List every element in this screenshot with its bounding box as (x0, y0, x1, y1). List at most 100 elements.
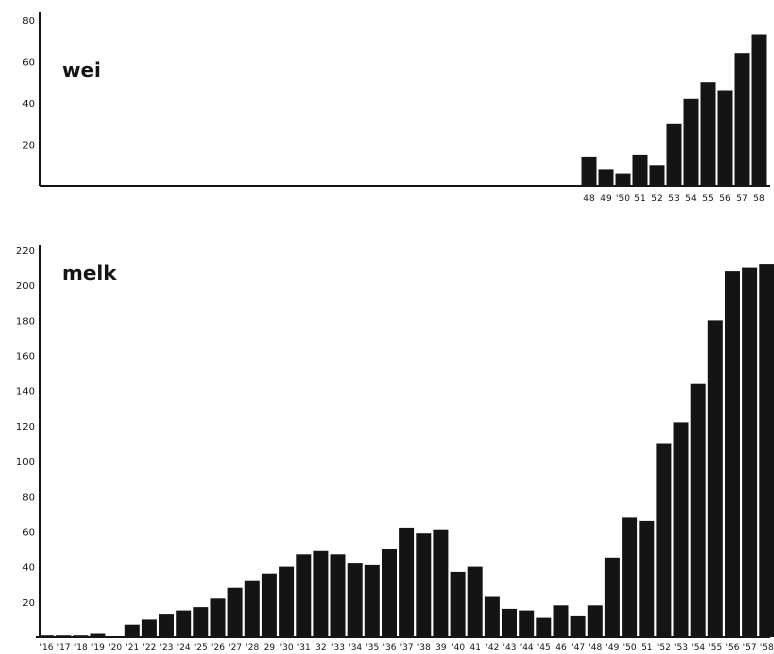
melk-y-tick-label: 180 (16, 316, 35, 327)
melk-bar (433, 529, 449, 637)
melk-bar (656, 443, 672, 637)
melk-bar (347, 563, 363, 637)
melk-bar (193, 607, 209, 637)
melk-x-tick-label: 51 (641, 643, 652, 653)
melk-bar (227, 587, 243, 637)
melk-bar (330, 554, 346, 637)
melk-y-tick-label: 160 (16, 352, 35, 363)
melk-x-tick-label: '37 (400, 643, 414, 653)
wei-bar (751, 34, 767, 186)
melk-x-tick-label: '28 (245, 643, 259, 653)
melk-bar (279, 566, 295, 637)
melk-bar (313, 550, 329, 637)
melk-bar (90, 633, 106, 637)
melk-x-tick-label: '57 (743, 643, 757, 653)
wei-x-tick-label: 58 (753, 194, 765, 204)
melk-bar (210, 598, 226, 637)
wei-bar (717, 90, 733, 186)
melk-x-tick-label: '26 (211, 643, 225, 653)
melk-bar (639, 520, 655, 637)
melk-x-tick-label: '30 (280, 643, 294, 653)
melk-bar (56, 635, 72, 637)
melk-x-tick-label: '58 (760, 643, 774, 653)
melk-bar (536, 617, 552, 637)
melk-x-tick-label: '27 (228, 643, 242, 653)
melk-x-tick-label: 41 (469, 643, 480, 653)
melk-y-tick-label: 220 (16, 246, 35, 257)
melk-x-tick-label: '24 (177, 643, 191, 653)
melk-bar (673, 422, 689, 637)
wei-x-tick-label: 48 (583, 194, 595, 204)
melk-bar (141, 619, 157, 637)
wei-bar (666, 123, 682, 187)
melk-bar (296, 554, 312, 637)
wei-bar (649, 165, 665, 187)
wei-bar (734, 53, 750, 187)
melk-x-tick-label: 39 (435, 643, 447, 653)
melk-x-tick-label: '36 (383, 643, 397, 653)
melk-x-tick-label: '42 (485, 643, 499, 653)
melk-title: melk (62, 261, 117, 285)
melk-bar (159, 614, 174, 637)
melk-y-tick-label: 100 (16, 457, 35, 468)
melk-bar (690, 383, 706, 637)
melk-x-tick-label: '49 (605, 643, 619, 653)
melk-bar (759, 264, 774, 637)
melk-x-tick-label: '48 (588, 643, 602, 653)
melk-bar (570, 615, 586, 637)
melk-bar (73, 635, 89, 637)
wei-x-tick-label: 54 (685, 194, 697, 204)
melk-bar (519, 610, 535, 637)
wei-bar (598, 169, 614, 186)
melk-x-tick-label: '33 (331, 643, 345, 653)
melk-x-tick-label: '21 (125, 643, 139, 653)
melk-x-tick-label: '45 (537, 643, 551, 653)
melk-x-tick-label: '18 (74, 643, 88, 653)
melk-bar (553, 605, 569, 637)
melk-bar (622, 517, 638, 637)
wei-bar (683, 98, 699, 186)
melk-x-tick-label: '44 (520, 643, 534, 653)
wei-bar (615, 173, 631, 187)
melk-bar (416, 533, 432, 637)
melk-y-tick-label: 20 (22, 598, 35, 609)
melk-bar (467, 566, 483, 637)
melk-x-tick-label: '56 (726, 643, 740, 653)
melk-x-tick-label: '23 (160, 643, 174, 653)
melk-x-tick-label: '54 (691, 643, 705, 653)
melk-y-tick-label: 80 (22, 492, 35, 503)
melk-bar (450, 571, 466, 637)
melk-bar (587, 605, 603, 637)
melk-x-tick-label: '38 (417, 643, 431, 653)
melk-bar (484, 596, 500, 637)
melk-y-tick-label: 40 (22, 563, 35, 574)
melk-x-tick-label: '35 (365, 643, 379, 653)
wei-bar (581, 156, 597, 186)
melk-x-tick-label: '43 (503, 643, 517, 653)
melk-y-tick-label: 140 (16, 387, 35, 398)
melk-y-tick-label: 60 (22, 527, 35, 538)
melk-bar (707, 320, 723, 637)
melk-x-tick-label: '16 (40, 643, 54, 653)
melk-x-tick-label: '19 (91, 643, 105, 653)
melk-x-tick-label: '40 (451, 643, 465, 653)
melk-bar (742, 267, 758, 637)
melk-x-tick-label: '20 (108, 643, 122, 653)
melk-bar (124, 624, 140, 637)
melk-bar (382, 549, 397, 637)
melk-bar (725, 271, 740, 637)
wei-title: wei (62, 58, 101, 82)
melk-x-tick-label: 29 (264, 643, 276, 653)
wei-x-tick-label: '50 (616, 194, 630, 204)
melk-bar (244, 580, 260, 637)
melk-bar (261, 573, 277, 637)
melk-x-tick-label: '53 (674, 643, 688, 653)
wei-y-tick-label: 20 (22, 141, 35, 152)
melk-bar (399, 527, 415, 637)
melk-x-tick-label: '22 (142, 643, 156, 653)
wei-x-tick-label: 53 (668, 194, 679, 204)
melk-bar (176, 610, 192, 637)
wei-x-tick-label: 51 (634, 194, 645, 204)
